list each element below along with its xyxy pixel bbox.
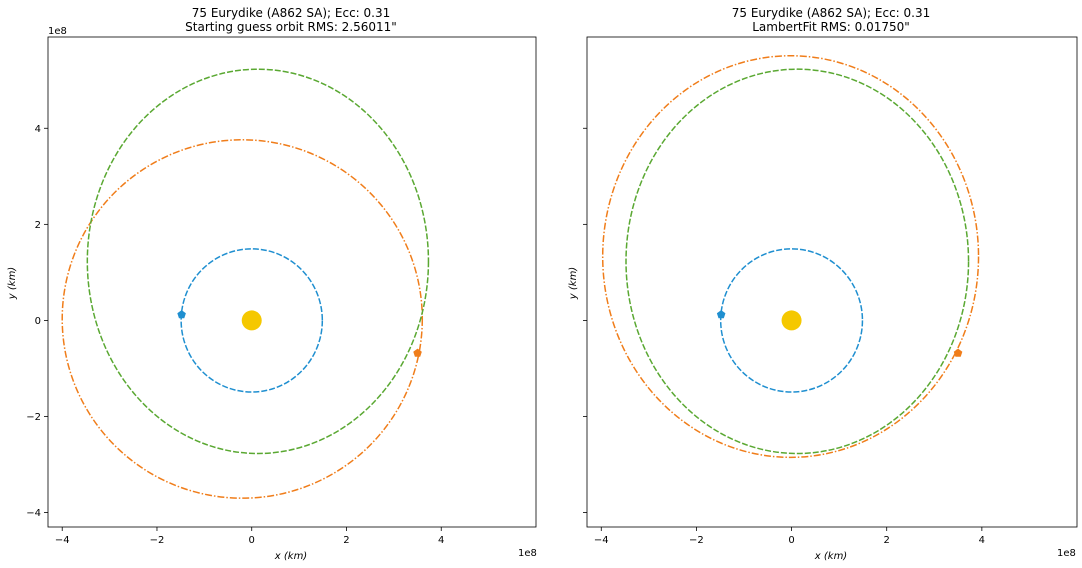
- left-title-line2: Starting guess orbit RMS: 2.56011": [185, 20, 397, 34]
- right-axes-frame: [586, 36, 1078, 528]
- right-y-axis-label: y (km): [568, 267, 579, 300]
- left-y-axis-label: y (km): [7, 267, 18, 300]
- left-y-tick-label-3: 2: [35, 220, 41, 231]
- right-orbit-1: [601, 54, 980, 459]
- left-orbit-1: [61, 139, 424, 499]
- right-title-line1: 75 Eurydike (A862 SA); Ecc: 0.31: [732, 6, 931, 20]
- left-title-line1: 75 Eurydike (A862 SA); Ecc: 0.31: [192, 6, 391, 20]
- left-sun-marker: [241, 310, 262, 331]
- left-plot-area: −4 −2 0 2 4 −4 −2 0 2 4: [26, 36, 537, 546]
- right-x-tick-label-1: −2: [689, 535, 704, 546]
- right-panel: 75 Eurydike (A862 SA); Ecc: 0.31 Lambert…: [568, 6, 1078, 562]
- left-y-tick-label-1: −2: [26, 412, 41, 423]
- right-x-tick-label-4: 4: [979, 535, 985, 546]
- left-x-tick-label-3: 2: [343, 535, 349, 546]
- left-x-tick-label-4: 4: [438, 535, 444, 546]
- left-axes-frame: [47, 36, 537, 528]
- left-planet-marker-2: [413, 348, 422, 357]
- right-title-line2: LambertFit RMS: 0.01750": [752, 20, 910, 34]
- right-x-tick-label-2: 0: [788, 535, 794, 546]
- left-y-offset-label: 1e8: [48, 26, 67, 37]
- left-planet-marker-1: [177, 310, 186, 319]
- left-orbit-0: [180, 248, 324, 393]
- left-x-tick-label-2: 0: [249, 535, 255, 546]
- left-orbit-2: [86, 68, 430, 455]
- right-orbit-0: [719, 248, 864, 393]
- right-orbit-2: [625, 68, 970, 455]
- right-planet-marker-1: [716, 310, 726, 319]
- left-x-tick-label-0: −4: [55, 535, 70, 546]
- right-x-tick-label-0: −4: [594, 535, 609, 546]
- right-plot-area: −4 −2 0 2 4: [583, 36, 1078, 546]
- left-y-tick-label-0: −4: [26, 508, 41, 519]
- right-x-axis-label: x (km): [814, 551, 847, 562]
- right-x-offset-label: 1e8: [1057, 548, 1076, 559]
- right-x-tick-label-3: 2: [884, 535, 890, 546]
- left-x-axis-label: x (km): [274, 551, 307, 562]
- left-y-tick-label-4: 4: [35, 124, 41, 135]
- right-planet-marker-2: [953, 348, 963, 357]
- left-x-offset-label: 1e8: [518, 548, 537, 559]
- left-y-tick-label-2: 0: [35, 316, 41, 327]
- right-sun-marker: [781, 310, 802, 331]
- left-panel: 75 Eurydike (A862 SA); Ecc: 0.31 Startin…: [7, 6, 537, 562]
- left-x-tick-label-1: −2: [150, 535, 165, 546]
